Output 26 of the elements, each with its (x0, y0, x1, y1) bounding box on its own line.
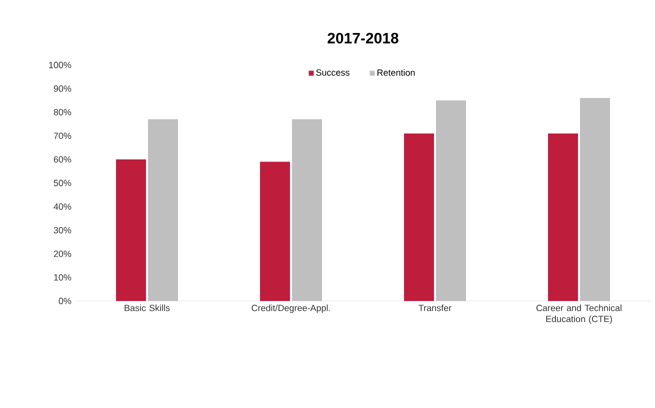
x-tick-label: Basic Skills (124, 304, 170, 312)
y-tick-label: 30% (54, 227, 72, 234)
y-tick-label: 10% (54, 274, 72, 281)
y-tick-label: 40% (54, 203, 72, 210)
y-tick-label: 20% (54, 250, 72, 257)
bar (292, 119, 322, 301)
bar (580, 98, 610, 301)
y-tick-label: 0% (58, 298, 72, 304)
bar (404, 133, 434, 301)
legend-label: Retention (377, 69, 415, 76)
y-tick-label: 70% (54, 132, 72, 139)
y-tick-label: 80% (54, 109, 72, 116)
bar (548, 133, 578, 301)
bar (148, 119, 178, 301)
legend-label: Success (316, 69, 350, 76)
x-tick-label: Career and Technical Education (CTE) (536, 304, 622, 324)
y-tick-label: 50% (54, 180, 72, 186)
bar (260, 162, 290, 301)
x-tick-label: Transfer (418, 304, 452, 312)
x-tick-label: Credit/Degree-Appl. (252, 304, 330, 313)
y-tick-label: 60% (54, 156, 72, 163)
bar (436, 100, 466, 301)
bar (116, 159, 146, 301)
chart-title: 2017-2018 (328, 32, 398, 44)
y-tick-label: 90% (54, 85, 72, 92)
y-tick-label: 100% (49, 62, 72, 68)
